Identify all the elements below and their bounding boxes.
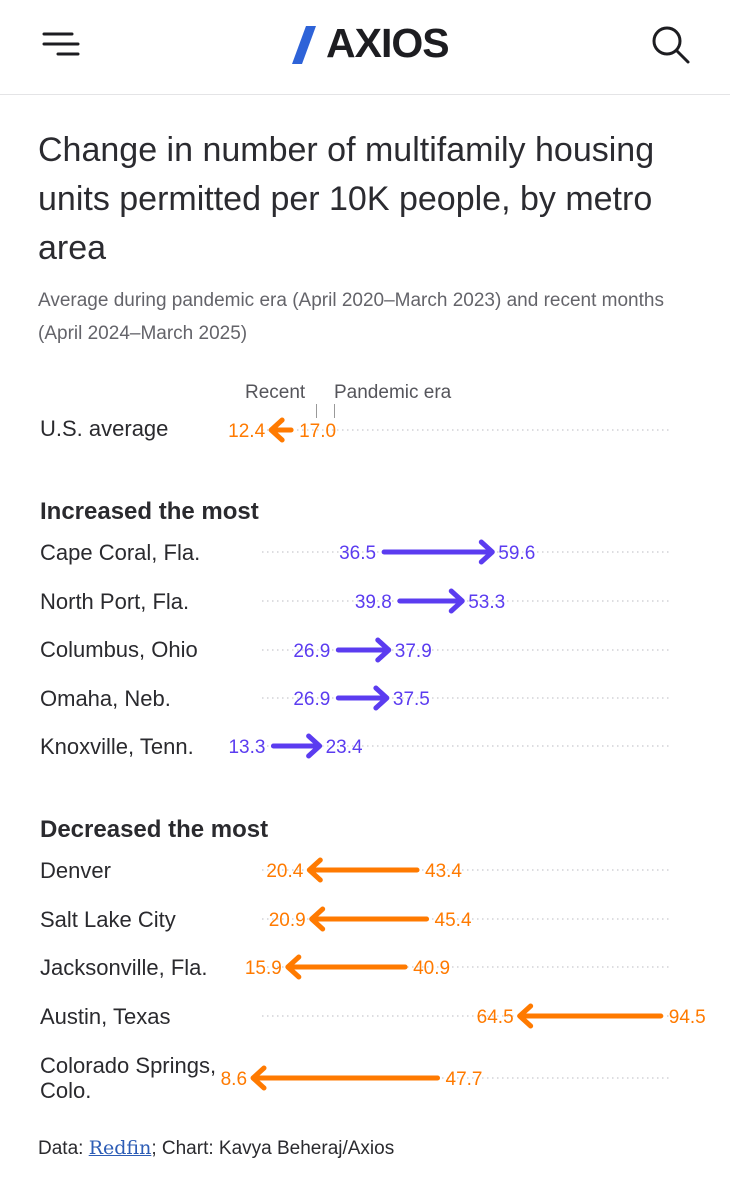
row-label-us-average: U.S. average [40,416,169,441]
recent-value-label: 15.9 [245,958,282,979]
row-label: Denver [40,858,111,883]
pandemic-value-label: 47.7 [446,1069,483,1090]
pandemic-value-label: 26.9 [293,641,330,662]
row-label: Knoxville, Tenn. [40,734,194,759]
menu-icon[interactable] [42,30,82,60]
section-heading-increased: Increased the most [40,498,259,525]
row-label: Salt Lake City [40,907,176,932]
change-arrowhead [478,539,495,565]
recent-value-label: 12.4 [228,421,265,442]
row-label: Austin, Texas [40,1004,171,1029]
legend-tick-recent [316,404,317,418]
logo-text: AXIOS [326,20,450,66]
row-label: Cape Coral, Fla. [40,540,201,565]
recent-value-label: 59.6 [498,543,535,564]
change-arrowhead [306,733,323,759]
axios-logo[interactable]: AXIOS [292,22,450,64]
row-label: Colorado Springs, Colo. [40,1053,217,1103]
section-heading-decreased: Decreased the most [40,816,269,843]
source-suffix: ; Chart: Kavya Beheraj/Axios [151,1138,395,1159]
recent-value-label: 37.9 [395,641,432,662]
legend-recent: Recent [245,382,306,403]
change-arrowhead [517,1003,534,1029]
change-arrowhead [268,417,285,443]
pandemic-value-label: 40.9 [413,958,450,979]
pandemic-value-label: 26.9 [293,689,330,710]
source-line: Data: Redfin; Chart: Kavya Beheraj/Axios [38,1134,394,1163]
pandemic-value-label: 45.4 [435,910,472,931]
recent-value-label: 37.5 [393,689,430,710]
chart-title: Change in number of multifamily housing … [38,131,655,267]
search-icon[interactable] [648,22,692,66]
recent-value-label: 23.4 [326,737,363,758]
chart-subtitle: Average during pandemic era (April 2020–… [38,290,664,344]
pandemic-value-label: 39.8 [355,592,392,613]
top-bar: AXIOS [0,0,730,95]
change-arrowhead [306,857,323,883]
row-label: Columbus, Ohio [40,637,198,662]
pandemic-value-label: 17.0 [299,421,336,442]
row-label: North Port, Fla. [40,589,190,614]
pandemic-value-label: 13.3 [228,737,265,758]
recent-value-label: 53.3 [468,592,505,613]
legend-pandemic: Pandemic era [334,382,452,403]
logo-mark-icon [292,26,316,64]
source-link[interactable]: Redfin [88,1137,152,1159]
change-arrowhead [448,588,465,614]
pandemic-value-label: 43.4 [425,861,462,882]
recent-value-label: 20.4 [266,861,303,882]
row-label: Omaha, Neb. [40,686,171,711]
pandemic-value-label: 94.5 [669,1007,706,1028]
change-arrowhead [375,637,392,663]
change-arrowhead [285,954,302,980]
recent-value-label: 64.5 [477,1007,514,1028]
pandemic-value-label: 36.5 [339,543,376,564]
change-arrowhead [373,685,390,711]
row-label: Jacksonville, Fla. [40,955,208,980]
recent-value-label: 20.9 [269,910,306,931]
change-arrowhead [309,906,326,932]
legend-tick-pandemic [334,404,335,418]
source-prefix: Data: [38,1138,89,1159]
